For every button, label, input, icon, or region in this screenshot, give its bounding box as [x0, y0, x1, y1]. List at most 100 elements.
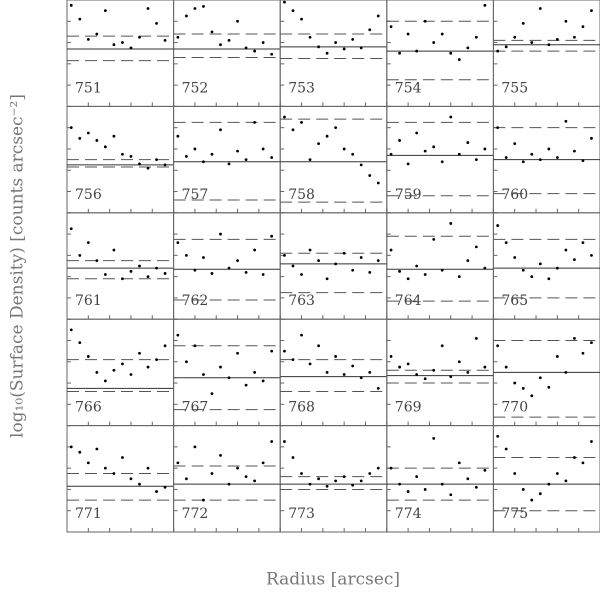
data-point: [155, 358, 158, 362]
data-point: [69, 126, 73, 130]
data-point: [359, 256, 363, 259]
data-point: [210, 272, 214, 275]
data-point: [261, 147, 265, 151]
data-point: [564, 119, 568, 123]
panel-label: 762: [182, 293, 209, 309]
data-point: [423, 19, 427, 23]
panel-label: 768: [288, 400, 315, 416]
data-point: [210, 30, 214, 34]
panel-label: 758: [288, 187, 315, 203]
data-point: [564, 19, 568, 23]
data-point: [86, 37, 90, 41]
data-point: [184, 360, 188, 364]
data-point: [581, 351, 585, 355]
x-axis-label: Radius [arcsec]: [266, 570, 400, 590]
data-point: [351, 152, 355, 156]
data-point: [95, 371, 99, 374]
data-point: [236, 149, 239, 153]
panel-label: 769: [395, 400, 422, 416]
data-point: [342, 475, 346, 479]
data-point: [78, 17, 82, 21]
data-point: [219, 43, 222, 47]
data-point: [440, 160, 444, 164]
data-point: [581, 25, 585, 28]
panel-label: 755: [501, 80, 528, 96]
data-point: [103, 273, 107, 276]
data-point: [253, 120, 257, 124]
data-point: [466, 477, 470, 481]
data-point: [504, 447, 508, 451]
data-point: [146, 365, 150, 369]
data-point: [227, 482, 231, 486]
data-point: [300, 17, 303, 21]
panel-label: 765: [501, 293, 528, 309]
data-point: [95, 447, 99, 451]
data-point: [440, 482, 444, 486]
data-point: [244, 475, 248, 479]
data-point: [573, 35, 576, 39]
data-point: [440, 268, 444, 272]
data-point: [521, 386, 525, 390]
data-point: [129, 269, 133, 273]
data-point: [432, 368, 436, 372]
data-point: [573, 456, 576, 459]
data-point: [351, 483, 355, 487]
data-point: [406, 277, 410, 281]
data-point: [334, 126, 338, 130]
panel-label: 767: [182, 400, 209, 416]
data-point: [496, 49, 500, 53]
panel-label: 766: [75, 400, 102, 416]
data-point: [398, 365, 401, 369]
data-point: [270, 349, 274, 353]
data-point: [86, 355, 90, 358]
data-point: [325, 484, 329, 488]
data-point: [368, 472, 372, 475]
data-point: [530, 152, 534, 156]
data-point: [138, 35, 141, 39]
data-point: [95, 259, 99, 263]
data-point: [202, 498, 205, 502]
data-point: [253, 479, 257, 483]
data-point: [334, 355, 338, 358]
data-point: [406, 362, 410, 366]
data-point: [227, 376, 231, 380]
data-point: [244, 270, 248, 274]
data-point: [334, 479, 338, 483]
data-point: [440, 32, 444, 36]
data-point: [351, 37, 355, 41]
data-point: [291, 264, 295, 268]
data-point: [193, 7, 197, 10]
panel-label: 752: [182, 80, 209, 96]
data-point: [270, 234, 274, 238]
data-point: [581, 461, 585, 465]
data-point: [483, 147, 487, 151]
data-point: [466, 371, 470, 374]
panel-label: 754: [395, 80, 422, 96]
data-point: [530, 275, 534, 279]
data-point: [202, 373, 205, 376]
panel-label: 753: [288, 80, 315, 96]
panel-label: 775: [501, 506, 528, 522]
data-point: [474, 336, 478, 340]
data-point: [513, 35, 517, 39]
data-point: [449, 51, 453, 55]
data-point: [317, 259, 320, 263]
data-point: [78, 253, 82, 257]
data-point: [325, 134, 329, 138]
data-point: [359, 163, 363, 167]
data-point: [78, 136, 82, 140]
data-point: [202, 4, 205, 8]
data-point: [112, 248, 116, 252]
data-point: [291, 358, 295, 362]
data-point: [334, 262, 338, 266]
data-point: [210, 152, 214, 156]
data-point: [202, 160, 205, 164]
data-point: [219, 365, 222, 369]
data-point: [564, 248, 568, 252]
data-point: [300, 472, 303, 475]
data-point: [423, 377, 427, 381]
data-point: [138, 162, 141, 166]
data-point: [406, 162, 410, 166]
data-point: [103, 9, 107, 13]
data-point: [504, 45, 508, 49]
